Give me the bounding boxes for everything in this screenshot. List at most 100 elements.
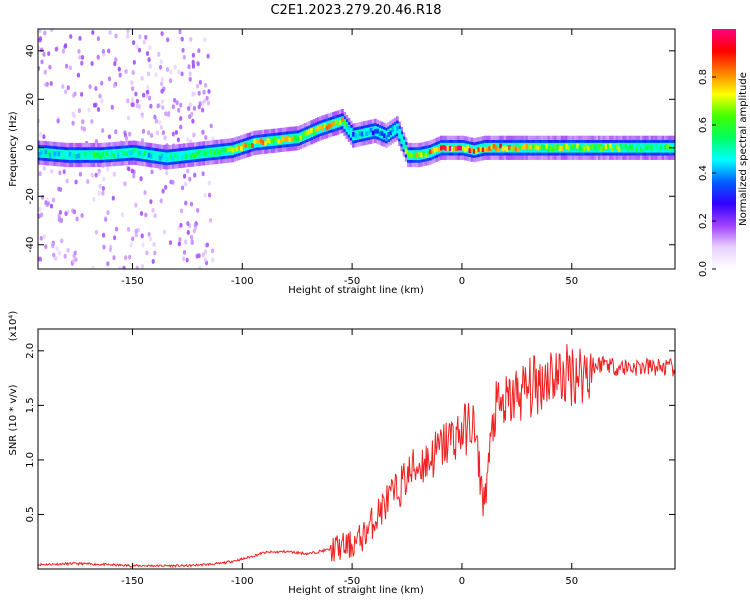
heatmap-cell xyxy=(253,139,256,144)
heatmap-cell xyxy=(341,117,344,123)
heatmap-speckle xyxy=(65,63,69,69)
heatmap-speckle xyxy=(102,176,106,182)
heatmap-speckle xyxy=(66,247,70,253)
heatmap-speckle xyxy=(80,125,84,131)
heatmap-speckle xyxy=(74,179,78,185)
heatmap-speckle xyxy=(134,232,138,238)
heatmap-speckle xyxy=(188,76,192,82)
heatmap-cell xyxy=(64,152,68,157)
heatmap-cell xyxy=(161,153,164,159)
heatmap-y-ticks: -40 -20 0 20 40 xyxy=(25,44,675,253)
heatmap-speckle xyxy=(96,36,100,41)
heatmap-speckle xyxy=(42,134,46,140)
heatmap-cell xyxy=(251,142,254,148)
heatmap-speckle xyxy=(135,98,139,104)
heatmap-speckle xyxy=(186,221,190,226)
heatmap-speckle xyxy=(43,69,47,75)
heatmap-speckle xyxy=(182,250,187,255)
heatmap-cell xyxy=(275,137,278,143)
heatmap-cell xyxy=(429,149,432,155)
heatmap-speckle xyxy=(189,201,194,207)
heatmap-speckle xyxy=(112,171,116,177)
heatmap-speckle xyxy=(50,169,54,174)
heatmap-x-axis-title: Height of straight line (km) xyxy=(288,285,424,296)
heatmap-cell xyxy=(637,146,641,152)
y-tick-label: 20 xyxy=(25,93,36,106)
heatmap-speckle xyxy=(140,114,145,119)
heatmap-speckle xyxy=(205,95,209,101)
heatmap-speckle xyxy=(179,102,183,108)
heatmap-speckle xyxy=(135,265,139,269)
heatmap-speckle xyxy=(96,107,101,112)
heatmap-cell xyxy=(209,148,212,154)
heatmap-speckle xyxy=(55,246,59,252)
heatmap-cell xyxy=(653,143,656,149)
heatmap-speckle xyxy=(112,255,116,261)
heatmap-speckle xyxy=(160,31,164,36)
x-tick-label: 50 xyxy=(565,276,578,287)
heatmap-cell xyxy=(119,152,122,158)
heatmap-speckle xyxy=(94,172,98,178)
colorbar-ticks: 0.0 0.2 0.4 0.6 0.8 xyxy=(698,69,716,277)
heatmap-speckle xyxy=(181,47,185,53)
heatmap-speckle xyxy=(137,104,142,110)
heatmap-cell xyxy=(560,146,564,151)
heatmap-cell xyxy=(325,125,329,131)
heatmap-speckle xyxy=(180,36,184,42)
heatmap-speckle xyxy=(187,64,191,70)
heatmap-cell xyxy=(459,145,463,151)
heatmap-cell xyxy=(661,144,665,150)
heatmap-cell xyxy=(360,131,364,137)
heatmap-cell xyxy=(132,148,136,154)
heatmap-cell xyxy=(139,151,142,156)
heatmap-speckle xyxy=(94,139,98,144)
heatmap-cell xyxy=(286,136,289,141)
heatmap-speckle xyxy=(57,217,62,223)
heatmap-cell xyxy=(424,153,428,158)
heatmap-cell xyxy=(114,151,118,157)
heatmap-cell xyxy=(70,154,74,160)
heatmap-speckle xyxy=(201,171,205,177)
heatmap-cell xyxy=(446,145,450,151)
heatmap-cell xyxy=(639,146,643,152)
heatmap-cell xyxy=(163,153,166,159)
heatmap-cell xyxy=(51,149,54,155)
heatmap-cell xyxy=(84,151,87,157)
heatmap-speckle xyxy=(54,255,58,261)
heatmap-cell xyxy=(106,151,109,157)
heatmap-cell xyxy=(204,151,208,157)
heatmap-cell xyxy=(185,154,188,160)
heatmap-cell xyxy=(552,147,555,152)
heatmap-cell xyxy=(332,120,335,126)
heatmap-cell xyxy=(49,152,52,158)
heatmap-cell xyxy=(571,143,575,149)
heatmap-speckle xyxy=(52,252,56,258)
heatmap-speckle xyxy=(191,52,195,58)
snr-y-axis-title: SNR (10 * v/v) xyxy=(8,384,19,455)
heatmap-speckle xyxy=(142,39,146,45)
heatmap-speckle xyxy=(100,98,104,104)
heatmap-speckle xyxy=(190,234,194,240)
heatmap-speckle xyxy=(90,61,94,66)
heatmap-cell xyxy=(178,151,182,157)
heatmap-cell xyxy=(556,144,560,150)
heatmap-speckle xyxy=(171,131,175,137)
heatmap-cell xyxy=(95,152,98,158)
heatmap-speckle xyxy=(71,120,75,126)
heatmap-cell xyxy=(655,143,658,149)
heatmap-cell xyxy=(55,151,59,156)
heatmap-speckle xyxy=(57,186,61,192)
heatmap-cell xyxy=(141,153,144,158)
heatmap-speckle xyxy=(191,63,195,69)
heatmap-cell xyxy=(207,151,210,157)
colorbar-label: Normalized spectral amplitude xyxy=(738,72,749,226)
heatmap-speckle xyxy=(92,197,96,202)
heatmap-cell xyxy=(527,144,531,150)
heatmap-speckle xyxy=(49,81,53,86)
heatmap-cell xyxy=(277,139,281,144)
heatmap-cell xyxy=(409,152,412,158)
heatmap-cell xyxy=(545,144,549,149)
x-tick-label: -150 xyxy=(121,276,144,287)
heatmap-speckle xyxy=(132,40,136,45)
heatmap-speckle xyxy=(157,51,161,57)
